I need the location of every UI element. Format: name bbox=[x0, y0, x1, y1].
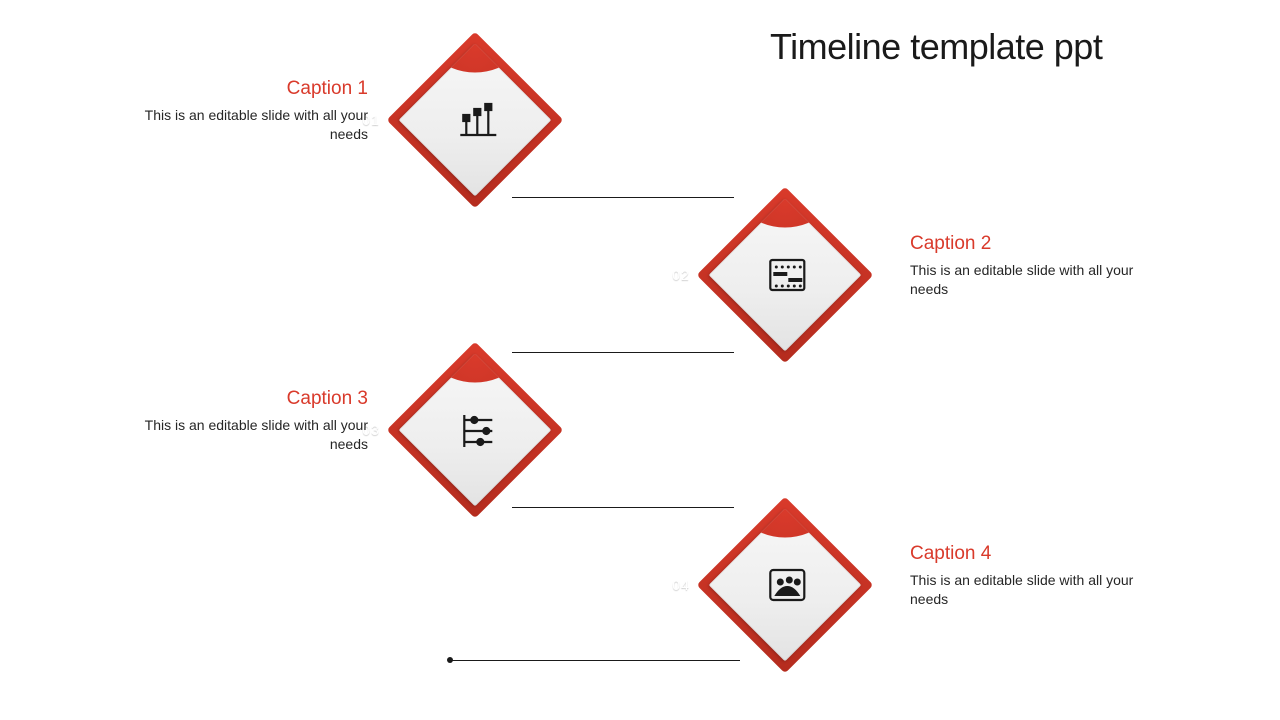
connector-3-4 bbox=[512, 507, 734, 508]
caption-3: Caption 3 This is an editable slide with… bbox=[138, 388, 368, 454]
timeline-node-2: 02 bbox=[710, 200, 860, 350]
timeline-node-4: 04 bbox=[710, 510, 860, 660]
timeline-node-1: 01 bbox=[400, 45, 550, 195]
connector-2-3 bbox=[512, 352, 734, 353]
caption-title: Caption 2 bbox=[910, 233, 1140, 255]
connector-tail bbox=[450, 660, 740, 661]
caption-title: Caption 1 bbox=[138, 78, 368, 100]
people-box-icon bbox=[764, 562, 810, 608]
node-number: 04 bbox=[656, 577, 706, 593]
slide-title: Timeline template ppt bbox=[770, 26, 1102, 68]
caption-desc: This is an editable slide with all your … bbox=[910, 261, 1140, 299]
calendar-grid-icon bbox=[764, 252, 810, 298]
node-number: 02 bbox=[656, 267, 706, 283]
slide-canvas: Timeline template ppt 01 Caption 1 This … bbox=[0, 0, 1280, 720]
sliders-icon bbox=[454, 407, 500, 453]
caption-title: Caption 4 bbox=[910, 543, 1140, 565]
connector-1-2 bbox=[512, 197, 734, 198]
caption-desc: This is an editable slide with all your … bbox=[910, 571, 1140, 609]
caption-1: Caption 1 This is an editable slide with… bbox=[138, 78, 368, 144]
caption-title: Caption 3 bbox=[138, 388, 368, 410]
caption-4: Caption 4 This is an editable slide with… bbox=[910, 543, 1140, 609]
bar-chart-icon bbox=[454, 97, 500, 143]
connector-tail-dot bbox=[447, 657, 453, 663]
caption-desc: This is an editable slide with all your … bbox=[138, 416, 368, 454]
timeline-node-3: 03 bbox=[400, 355, 550, 505]
caption-desc: This is an editable slide with all your … bbox=[138, 106, 368, 144]
caption-2: Caption 2 This is an editable slide with… bbox=[910, 233, 1140, 299]
